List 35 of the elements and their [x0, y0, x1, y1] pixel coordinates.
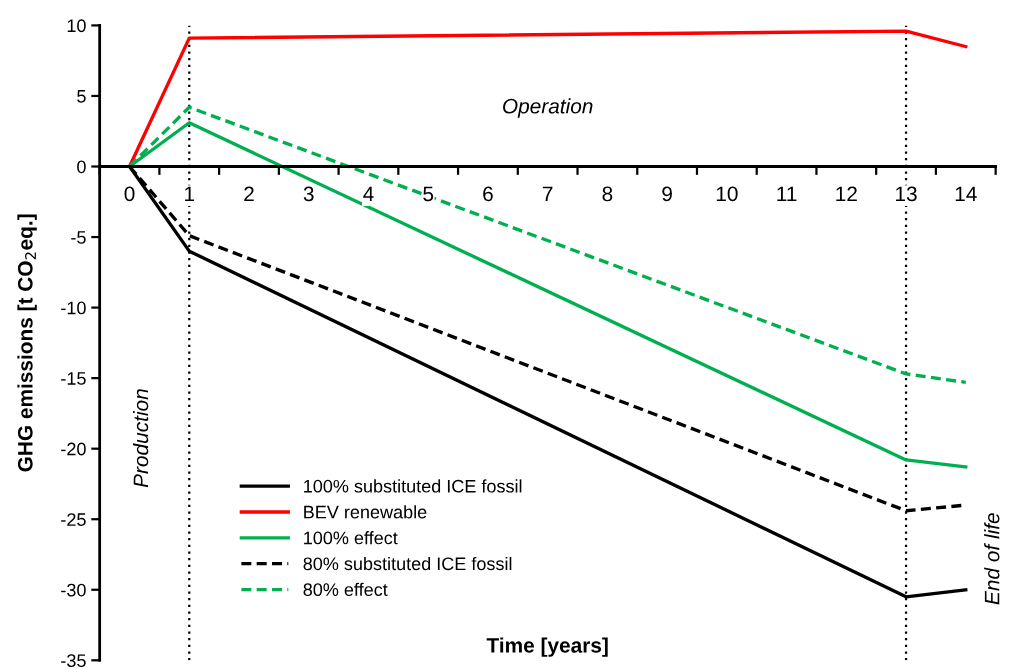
y-axis-title: GHG emissions [t CO$_{2}$eq.] [17, 214, 37, 472]
annotation: End of life [984, 513, 1000, 605]
y-tick-label: -15 [61, 372, 86, 385]
x-tick-label: 3 [303, 186, 314, 202]
x-tick-label: 5 [423, 186, 434, 202]
y-tick-label: 5 [77, 90, 86, 103]
y-tick-label: -20 [61, 442, 86, 456]
x-tick-label: 13 [896, 186, 917, 202]
y-tick-label: -5 [71, 231, 86, 244]
x-tick-label: 10 [716, 186, 738, 202]
x-tick-label: 14 [955, 186, 977, 202]
x-tick-label: 2 [244, 186, 254, 202]
legend-label: 100% effect [304, 531, 398, 545]
y-tick-label: -30 [61, 583, 86, 597]
x-tick-label: 0 [124, 186, 135, 202]
annotation: Production [132, 389, 149, 488]
legend-label: 80% substituted ICE fossil [303, 556, 512, 571]
y-tick-label: -35 [61, 654, 86, 668]
x-tick-label: 8 [602, 186, 613, 202]
x-tick-label: 1 [185, 186, 195, 202]
x-tick-label: 12 [836, 186, 857, 202]
x-tick-label: 6 [483, 186, 493, 202]
legend-label: 100% substituted ICE fossil [304, 479, 522, 493]
x-tick-label: 9 [662, 186, 672, 202]
x-tick-label: 11 [777, 186, 797, 202]
y-tick-label: 10 [67, 19, 86, 33]
x-axis-title: Time [years] [486, 637, 608, 657]
y-tick-label: 0 [77, 160, 86, 174]
y-tick-label: -25 [61, 513, 86, 526]
x-tick-label: 7 [542, 186, 553, 202]
y-tick-label: -10 [61, 301, 86, 315]
legend-label: BEV renewable [304, 505, 427, 519]
x-tick-label: 4 [363, 186, 374, 202]
annotation: Operation [503, 98, 593, 118]
legend-label: 80% effect [303, 582, 388, 597]
